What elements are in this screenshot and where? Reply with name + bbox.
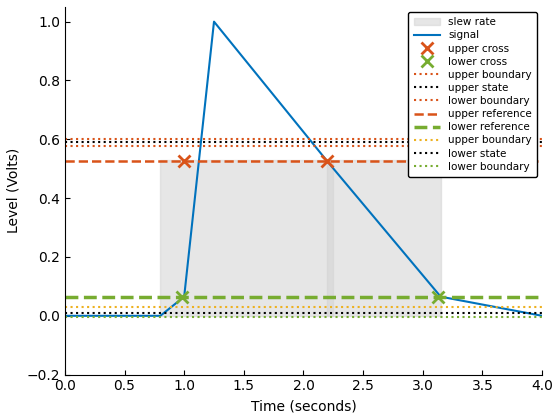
lower cross bbox=[179, 294, 185, 299]
Bar bbox=[328, 160, 441, 316]
signal bbox=[539, 313, 545, 318]
Bar bbox=[160, 160, 333, 316]
upper cross bbox=[181, 159, 188, 164]
signal bbox=[211, 19, 217, 24]
signal bbox=[181, 294, 188, 299]
Line: lower cross: lower cross bbox=[175, 291, 445, 303]
upper cross bbox=[324, 159, 331, 164]
Legend: slew rate, signal, upper cross, lower cross, upper boundary, upper state, lower : slew rate, signal, upper cross, lower cr… bbox=[408, 12, 537, 177]
Line: signal: signal bbox=[65, 22, 542, 316]
Y-axis label: Level (Volts): Level (Volts) bbox=[7, 148, 21, 234]
lower cross bbox=[435, 294, 442, 299]
Line: upper cross: upper cross bbox=[178, 155, 334, 168]
X-axis label: Time (seconds): Time (seconds) bbox=[251, 399, 356, 413]
signal bbox=[324, 159, 331, 164]
signal bbox=[62, 313, 68, 318]
signal bbox=[437, 294, 444, 299]
signal bbox=[157, 313, 164, 318]
